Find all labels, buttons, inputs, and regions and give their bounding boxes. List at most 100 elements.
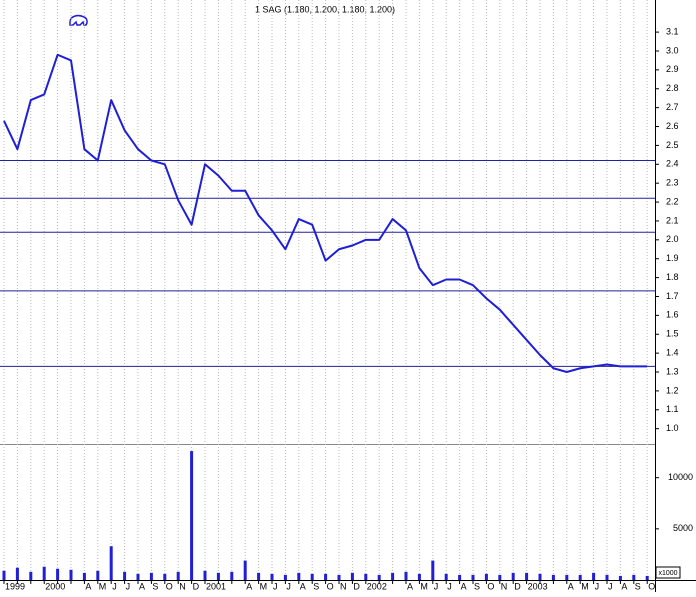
volume-bar: [484, 573, 488, 580]
y-tick-label: 1.7: [666, 291, 679, 301]
x-tick-label: J: [595, 581, 600, 591]
volume-bar: [565, 574, 569, 580]
x-tick-label: J: [608, 581, 613, 591]
volume-bar: [257, 572, 261, 580]
x-tick-label: 2002: [367, 581, 387, 591]
y-tick-label: 2.7: [666, 102, 679, 112]
y-tick-label: 1.0: [666, 423, 679, 433]
x-tick-label: A: [85, 581, 91, 591]
volume-bar: [364, 573, 368, 580]
x-tick-label: A: [407, 581, 413, 591]
x-tick-label: O: [166, 581, 173, 591]
y-tick-label: 2.3: [666, 178, 679, 188]
volume-bar: [471, 574, 475, 580]
x-tick-label: M: [260, 581, 268, 591]
x-tick-label: A: [621, 581, 627, 591]
volume-bar: [149, 572, 153, 580]
volume-bar: [29, 571, 33, 580]
x-tick-label: J: [273, 581, 278, 591]
volume-bar: [404, 571, 408, 580]
x-tick-label: O: [487, 581, 494, 591]
y-tick-label: 1.8: [666, 272, 679, 282]
volume-bar: [96, 570, 100, 580]
volume-bar: [216, 572, 220, 580]
y-tick-label: 1.1: [666, 404, 679, 414]
x-tick-label: A: [246, 581, 252, 591]
x-tick-label: O: [327, 581, 334, 591]
volume-bar: [350, 572, 354, 580]
y-tick-label: 1.9: [666, 253, 679, 263]
volume-bar: [337, 574, 341, 580]
y-tick-label: 1.4: [666, 348, 679, 358]
volume-bar: [645, 575, 649, 580]
x-tick-label: A: [139, 581, 145, 591]
volume-bar: [444, 573, 448, 580]
x-tick-label: S: [474, 581, 480, 591]
unit-box: [655, 566, 681, 579]
volume-bar: [511, 572, 515, 580]
y-tick-label: 1.2: [666, 385, 679, 395]
volume-bar: [176, 571, 180, 580]
volume-bar: [82, 572, 86, 580]
x-tick-label: 2003: [528, 581, 548, 591]
x-tick-label: N: [501, 581, 508, 591]
volume-bar: [163, 573, 167, 580]
volume-bar: [2, 570, 6, 580]
x-tick-label: D: [514, 581, 521, 591]
volume-bar: [592, 572, 596, 580]
volume-bar: [123, 571, 127, 580]
volume-bar: [498, 574, 502, 580]
x-tick-label: S: [313, 581, 319, 591]
x-tick-label: S: [635, 581, 641, 591]
x-tick-label: A: [568, 581, 574, 591]
y-tick-label: 2.8: [666, 83, 679, 93]
y-tick-label: 3.0: [666, 45, 679, 55]
y-tick-label: 3.1: [666, 26, 679, 36]
x-tick-label: N: [340, 581, 347, 591]
x-tick-label: 1999: [5, 581, 25, 591]
logo: [69, 14, 88, 26]
volume-bar: [243, 560, 247, 580]
y-tick-label: 2.0: [666, 234, 679, 244]
y-tick-label: 5000: [673, 523, 693, 533]
x-tick-label: D: [193, 581, 200, 591]
volume-bar: [283, 574, 287, 580]
x-tick-label: J: [447, 581, 452, 591]
x-tick-label: A: [300, 581, 306, 591]
y-tick-label: 1.6: [666, 310, 679, 320]
y-tick-label: 2.9: [666, 64, 679, 74]
volume-bar: [310, 573, 314, 580]
y-tick-label: 1.3: [666, 366, 679, 376]
x-tick-label: M: [99, 581, 107, 591]
y-tick-label: 2.1: [666, 215, 679, 225]
y-tick-label: 2.4: [666, 159, 679, 169]
chart-title: 1 SAG (1.180, 1.200, 1.180, 1.200): [255, 4, 395, 14]
volume-bar: [538, 573, 542, 580]
volume-bar: [136, 573, 140, 580]
volume-bar: [109, 546, 113, 580]
volume-bar: [605, 574, 609, 580]
x-tick-label: M: [420, 581, 428, 591]
volume-bar: [417, 573, 421, 580]
y-tick-label: 2.5: [666, 140, 679, 150]
volume-bar: [618, 575, 622, 580]
plot-area: [0, 0, 655, 580]
volume-bar: [632, 574, 636, 580]
x-tick-label: J: [286, 581, 291, 591]
x-tick-label: J: [112, 581, 117, 591]
x-tick-label: S: [152, 581, 158, 591]
x-tick-label: D: [353, 581, 360, 591]
x-tick-label: A: [461, 581, 467, 591]
volume-bar: [15, 567, 19, 580]
volume-bar: [458, 574, 462, 580]
volume-bar: [551, 574, 555, 580]
volume-bar: [377, 574, 381, 580]
volume-bar: [431, 560, 435, 580]
unit-label: x1000: [658, 570, 677, 577]
y-tick-label: 2.2: [666, 196, 679, 206]
x-tick-label: M: [581, 581, 589, 591]
y-tick-label: 1.5: [666, 329, 679, 339]
x-tick-label: J: [126, 581, 131, 591]
price-line: [3, 53, 648, 374]
